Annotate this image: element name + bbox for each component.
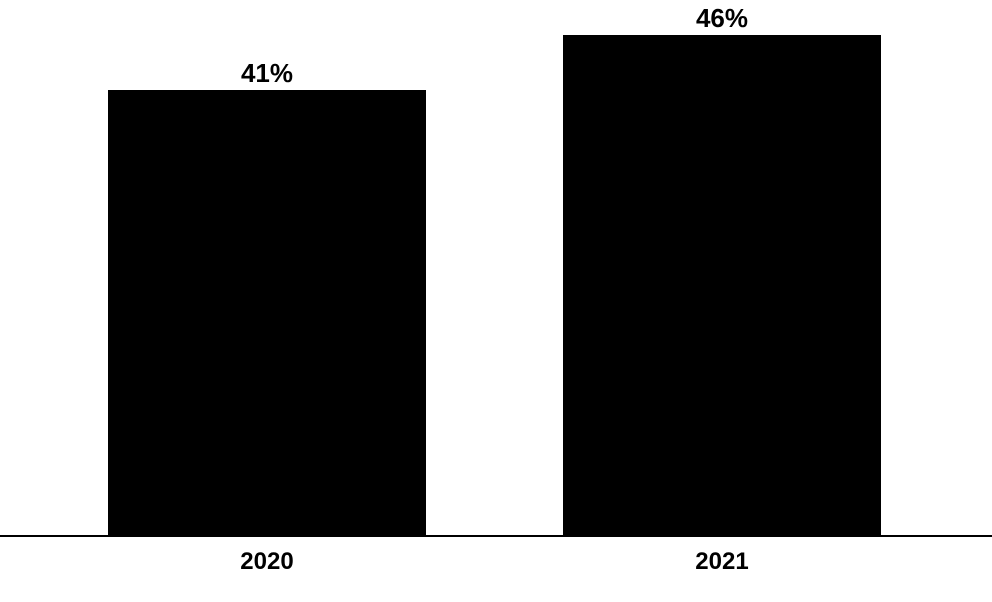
bar-2020: 41% [108,90,426,535]
bar-2021: 46% [563,35,881,535]
bar-value-label-2020: 41% [108,58,426,89]
plot-area: 41% 46% [0,0,992,535]
x-axis-baseline [0,535,992,537]
bar-value-label-2021: 46% [563,3,881,34]
x-axis-label-2021: 2021 [563,548,881,576]
bar-chart: 41% 46% 2020 2021 [0,0,992,602]
x-axis-label-2020: 2020 [108,548,426,576]
